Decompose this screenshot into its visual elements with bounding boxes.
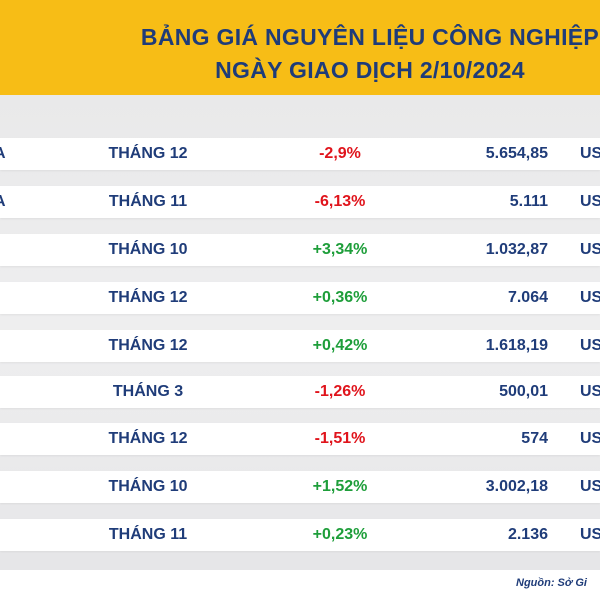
price-unit: US <box>580 383 600 400</box>
price-change: -6,13% <box>314 193 366 210</box>
price-value: 2.136 <box>507 526 548 543</box>
price-value: 3.002,18 <box>485 478 548 495</box>
price-change: +0,42% <box>312 337 368 354</box>
commodity-name: A <box>0 186 6 218</box>
title-line-1: BẢNG GIÁ NGUYÊN LIỆU CÔNG NGHIỆP <box>140 24 600 50</box>
contract-month: THÁNG 10 <box>108 478 188 495</box>
table-row: A THÁNG 12 -2,9% 5.654,85 US <box>0 138 600 170</box>
table-row: THÁNG 3 -1,26% 500,01 US <box>0 376 600 408</box>
price-change: -1,26% <box>314 383 366 400</box>
contract-month: THÁNG 12 <box>108 430 188 447</box>
contract-month: THÁNG 10 <box>108 241 188 258</box>
price-value: 5.111 <box>509 193 548 210</box>
price-unit: US <box>580 526 600 543</box>
price-unit: US <box>580 241 600 258</box>
price-unit: US <box>580 478 600 495</box>
table-row: THÁNG 11 +0,23% 2.136 US <box>0 519 600 551</box>
contract-month: THÁNG 12 <box>108 337 188 354</box>
price-value: 500,01 <box>499 383 548 400</box>
table-row: THÁNG 10 +3,34% 1.032,87 US <box>0 234 600 266</box>
contract-month: THÁNG 11 <box>108 526 188 543</box>
commodity-name: A <box>0 138 6 170</box>
price-unit: US <box>580 430 600 447</box>
price-unit: US <box>580 289 600 306</box>
price-change: +0,36% <box>312 289 368 306</box>
price-unit: US <box>580 145 600 162</box>
price-change: +0,23% <box>312 526 368 543</box>
price-value: 1.618,19 <box>485 337 548 354</box>
price-value: 5.654,85 <box>485 145 548 162</box>
price-unit: US <box>580 193 600 210</box>
contract-month: THÁNG 12 <box>108 289 188 306</box>
table-row: THÁNG 10 +1,52% 3.002,18 US <box>0 471 600 503</box>
contract-month: THÁNG 11 <box>108 193 188 210</box>
table-row: A THÁNG 11 -6,13% 5.111 US <box>0 186 600 218</box>
table-row: THÁNG 12 -1,51% 574 US <box>0 423 600 455</box>
header-banner: BẢNG GIÁ NGUYÊN LIỆU CÔNG NGHIỆP NGÀY GI… <box>0 0 600 95</box>
contract-month: THÁNG 12 <box>108 145 188 162</box>
source-note: Nguồn: Sở Gi <box>516 577 587 589</box>
price-change: -2,9% <box>319 145 361 162</box>
price-table: A THÁNG 12 -2,9% 5.654,85 US A THÁNG 11 … <box>0 95 600 570</box>
price-change: +3,34% <box>312 241 368 258</box>
contract-month: THÁNG 3 <box>112 383 184 400</box>
footer: Nguồn: Sở Gi <box>0 570 600 600</box>
table-row: THÁNG 12 +0,36% 7.064 US <box>0 282 600 314</box>
table-row: THÁNG 12 +0,42% 1.618,19 US <box>0 330 600 362</box>
price-change: +1,52% <box>312 478 368 495</box>
price-value: 1.032,87 <box>485 241 548 258</box>
price-value: 7.064 <box>507 289 548 306</box>
title-line-2: NGÀY GIAO DỊCH 2/10/2024 <box>215 57 525 83</box>
price-value: 574 <box>521 430 548 447</box>
price-unit: US <box>580 337 600 354</box>
price-change: -1,51% <box>314 430 366 447</box>
